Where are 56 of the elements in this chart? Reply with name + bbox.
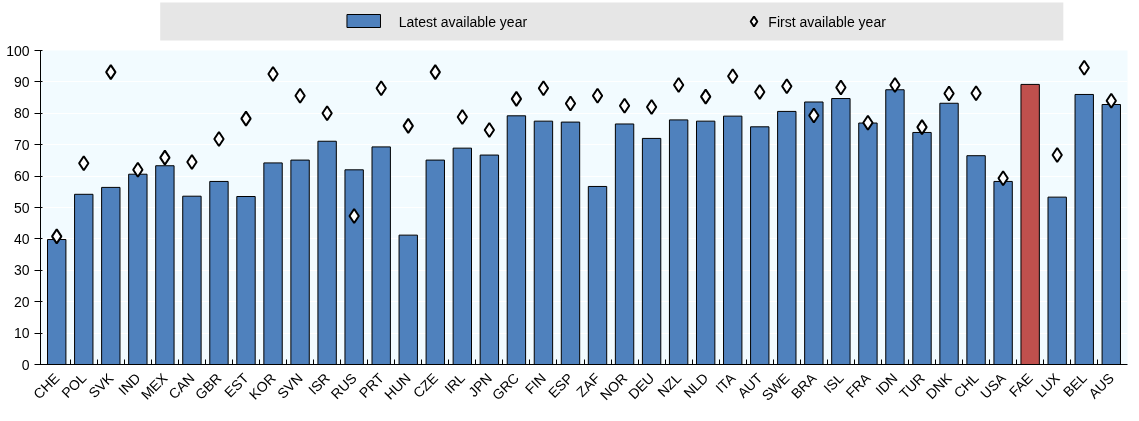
point [564,95,577,112]
x-tick-label: ITA [712,369,739,396]
point [483,121,496,138]
point [105,64,117,81]
point [537,80,550,97]
y-tick-label: 80 [13,105,30,122]
point [645,99,658,116]
point [78,155,90,172]
x-tick-label: ISL [820,369,847,397]
y-tick-label: 10 [13,325,30,342]
point [240,110,252,127]
point [402,117,414,134]
point [672,77,685,94]
point [835,79,847,96]
point [889,77,901,94]
point [348,207,360,224]
y-tick-label: 50 [13,199,30,216]
point [510,90,523,107]
point [754,83,766,100]
y-tick-label: 0 [21,356,30,373]
y-tick-label: 30 [13,262,30,279]
y-tick-label: 20 [13,293,30,310]
point [456,109,468,126]
point [727,68,739,85]
point [862,114,874,131]
point [1051,147,1063,164]
legend-label: First available year [768,13,887,30]
point [51,228,63,245]
point [808,107,820,124]
legend-label: Latest available year [398,13,528,30]
point [618,97,631,114]
y-tick-label: 100 [6,42,30,59]
point [267,66,279,83]
point [159,149,171,166]
point [1105,92,1117,109]
point [916,119,928,136]
point [213,131,225,148]
point [429,64,441,81]
y-tick-label: 70 [13,136,30,153]
point [321,105,333,122]
point [1078,59,1090,76]
point [781,78,793,95]
point [700,88,712,105]
y-tick-label: 90 [13,73,30,90]
point [375,80,387,97]
point [970,85,982,102]
point [132,161,144,178]
x-tick-label: BEL [1059,369,1091,400]
point [997,170,1009,187]
x-tick-label: IRL [441,369,469,397]
point [294,87,306,104]
point [943,85,955,102]
y-tick-label: 40 [13,230,30,247]
y-tick-label: 60 [13,168,30,185]
point [591,87,604,104]
point [186,153,198,170]
